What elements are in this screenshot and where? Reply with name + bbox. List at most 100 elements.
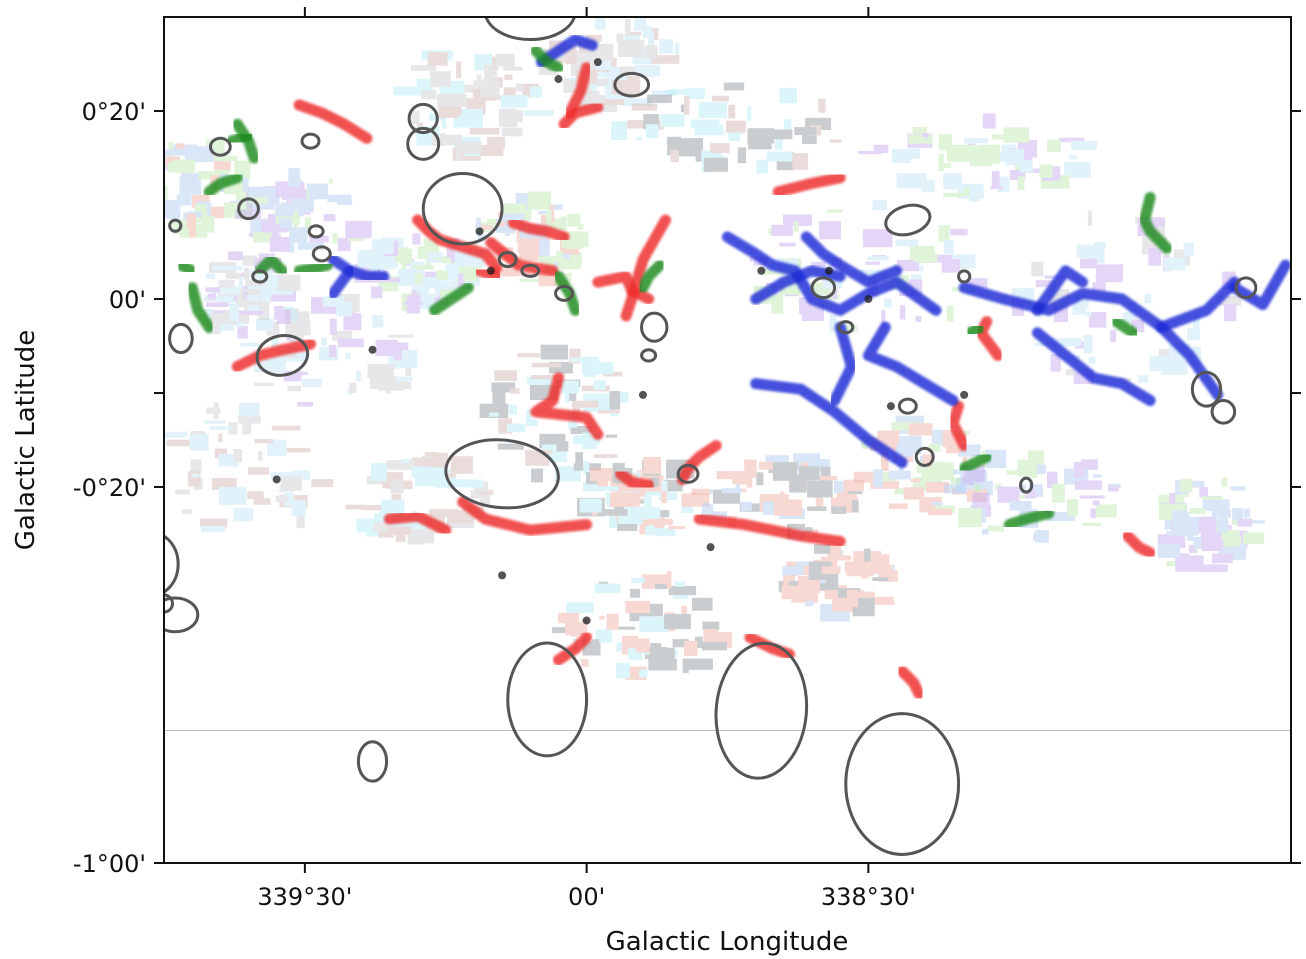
mask-blob [479,344,629,483]
mask-patch [565,389,570,403]
mask-patch [498,265,513,275]
mask-patch [254,360,274,372]
mask-patch [888,470,912,480]
mask-patch [393,259,399,268]
source-ellipse [640,311,669,343]
mask-patch [862,229,893,248]
mask-patch [834,500,844,507]
mask-patch [235,209,261,220]
mask-patch [505,222,510,236]
mask-patch [674,581,686,587]
mask-patch [652,510,670,518]
mask-patch [175,489,190,495]
mask-patch [1225,553,1246,560]
mask-patch [1085,311,1092,317]
mask-patch [253,232,272,243]
blue-filament [536,34,598,68]
source-ellipse [484,17,577,42]
source-ellipse [497,251,518,269]
mask-patch [243,291,248,299]
source-ellipse [554,284,575,302]
mask-patch [643,457,661,474]
mask-patch [207,155,238,162]
core-dot [886,402,895,411]
mask-patch [1090,508,1097,518]
mask-patch [424,271,437,278]
mask-patch [795,561,822,566]
source-ellipse [444,438,560,510]
blue-filament [862,321,959,406]
mask-patch [494,370,517,381]
mask-patch [570,427,586,434]
mask-patch [821,566,841,574]
mask-patch [458,273,464,281]
mask-patch [372,315,384,328]
mask-patch [977,145,1001,164]
mask-patch [218,433,223,442]
mask-patch [497,443,524,450]
mask-patch [546,218,566,229]
mask-patch [233,508,253,522]
blue-filament [1155,321,1224,401]
mask-patch [902,452,912,457]
mask-patch [667,89,687,95]
blue-filament [1229,259,1291,311]
mask-patch [910,478,921,483]
mask-patch [1122,312,1133,324]
core-dot [475,227,484,236]
mask-patch [597,410,620,414]
mask-patch [664,614,691,630]
source-ellipse [168,218,183,233]
mask-patch [191,473,200,478]
mask-patch [204,420,226,424]
mask-patch [1017,176,1025,191]
mask-patch [1192,313,1200,329]
mask-patch [332,233,338,244]
mask-patch [1163,257,1186,271]
mask-patch [852,598,875,617]
mask-patch [1243,508,1251,518]
mask-patch [176,194,192,206]
mask-patch [538,256,566,262]
mask-patch [491,382,516,393]
mask-patch [581,659,589,667]
mask-patch [287,385,302,392]
mask-patch [1166,531,1177,536]
mask-patch [164,431,188,438]
mask-patch [1075,341,1092,349]
red-filament [744,631,795,660]
mask-patch [1231,516,1242,525]
mask-patch [643,490,668,496]
mask-patch [943,240,954,254]
source-ellipse [810,276,837,300]
green-filament [637,259,666,294]
mask-patch [772,462,798,481]
mask-blob [778,543,898,622]
mask-patch [207,293,216,299]
mask-patch [595,71,607,78]
mask-patch [592,512,602,516]
mask-patch [661,490,667,504]
mask-patch [398,268,417,286]
mask-patch [579,498,602,513]
mask-patch [203,309,214,323]
source-ellipse [407,102,439,135]
mask-patch [1247,520,1265,524]
mask-patch [1183,242,1194,256]
mask-patch [506,110,523,123]
mask-patch [539,239,550,256]
mask-patch [187,471,201,487]
mask-patch [794,127,817,135]
mask-patch [291,470,311,480]
mask-patch [807,506,827,511]
mask-patch [372,239,394,255]
mask-patch [625,601,651,614]
mask-patch [569,390,577,401]
mask-patch [297,402,314,407]
mask-patch [271,425,301,431]
mask-patch [476,489,494,495]
mask-patch [896,259,920,272]
mask-patch [909,148,920,159]
mask-patch [783,574,789,593]
mask-patch [965,469,975,485]
